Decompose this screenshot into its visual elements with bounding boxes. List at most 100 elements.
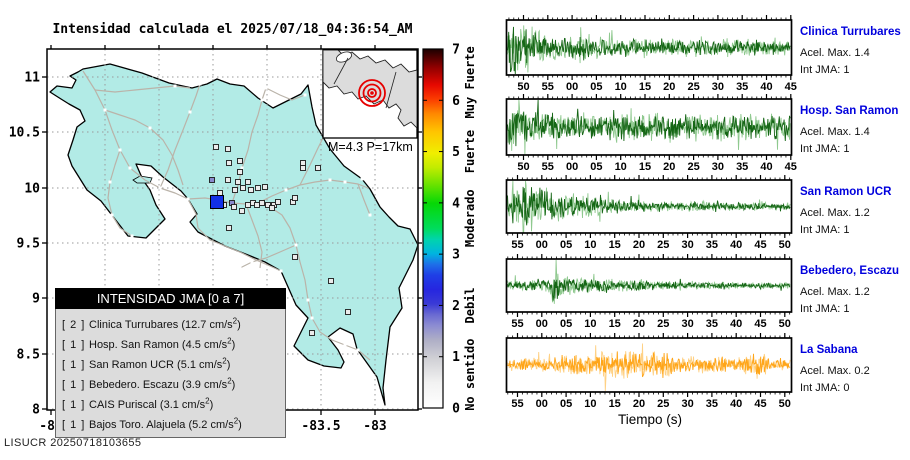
legend-item-station: Hosp. San Ramon (4.5 cm/s2) [89, 336, 236, 351]
seismogram-frame [505, 337, 793, 393]
station-int-jma: Int JMA: 1 [800, 303, 850, 315]
seismogram-trace [507, 99, 791, 155]
station-intensity-marker [292, 254, 298, 260]
seismogram-panel: 55 00 05 10 15 20 25 30 35 40 45 50 Bebedero, Escazu… [505, 254, 899, 330]
town-marker [118, 148, 122, 152]
time-tick-label: 35 [706, 318, 718, 330]
legend-item-intensity: [ 1 ] [62, 338, 86, 351]
x-tick-label: -83.5 [301, 419, 340, 434]
seismogram-frame [505, 19, 793, 76]
station-intensity-marker [275, 199, 281, 205]
colorbar-category-label: Debil [463, 287, 477, 323]
station-intensity-marker [226, 225, 232, 231]
time-tick-label: 35 [706, 239, 718, 251]
inset-content [323, 50, 417, 129]
legend-item-sup: 2 [232, 316, 238, 325]
time-tick-label: 15 [609, 239, 621, 251]
time-tick-label: 50 [779, 318, 791, 330]
road [245, 203, 263, 269]
lake-nicaragua [335, 51, 353, 63]
road [107, 149, 133, 237]
station-intensity-marker [231, 204, 237, 210]
time-tick-label: 20 [633, 318, 645, 330]
road [357, 183, 371, 216]
legend-item-intensity: [ 1 ] [62, 419, 86, 432]
station-acel-max: Acel. Max. 1.4 [800, 47, 870, 59]
town-marker [328, 178, 332, 182]
legend-item-close: ) [231, 379, 236, 392]
legend-item-sup: 2 [233, 416, 239, 426]
time-tick-label: 55 [542, 81, 554, 93]
legend-item-station: CAIS Puriscal (3.1 cm/s2) [89, 396, 214, 412]
time-tick-label: 05 [560, 239, 572, 251]
town-marker [198, 82, 202, 86]
inset-map [322, 49, 418, 139]
time-tick-label: 40 [730, 318, 742, 330]
panama-border [385, 71, 397, 109]
station-intensity-marker [240, 185, 246, 191]
seismogram-panel: 55 00 05 10 15 20 25 30 35 40 45 50 La Sabana Acel. M… [505, 333, 870, 410]
epicenter-ring [362, 83, 382, 103]
epicenter-dot [370, 91, 374, 95]
time-tick-label: 50 [517, 161, 529, 173]
town-marker [279, 269, 283, 273]
time-tick-label: 30 [712, 161, 724, 173]
time-axis-label: Tiempo (s) [617, 412, 682, 427]
station-name: Clinica Turrubares [800, 26, 901, 38]
time-tick-label: 15 [639, 81, 651, 93]
colorbar-tick-label: 4 [452, 196, 460, 211]
time-tick-label: 10 [584, 318, 596, 330]
town-marker [108, 180, 112, 184]
town-marker [343, 180, 347, 184]
seismogram-trace [507, 259, 791, 304]
station-int-jma: Int JMA: 0 [800, 382, 850, 394]
y-tick-label: 10 [24, 182, 40, 197]
time-tick-label: 40 [760, 161, 772, 173]
station-intensity-marker [248, 187, 254, 193]
time-tick-label: 45 [754, 239, 766, 251]
legend-item-intensity: [ 1 ] [62, 358, 86, 371]
station-intensity-marker [232, 187, 238, 193]
time-tick-label: 30 [681, 239, 693, 251]
time-tick-label: 25 [687, 161, 699, 173]
station-name: Hosp. San Ramon [800, 105, 898, 117]
seismogram-panel: 50 55 00 05 10 15 20 25 30 35 40 45 Clinica Turrubar… [505, 15, 901, 93]
seismogram-trace [507, 278, 791, 301]
station-acel-max: Acel. Max. 0.2 [800, 365, 870, 377]
legend-item-intensity: [ 2 ] [62, 318, 86, 331]
town-marker [158, 186, 162, 190]
time-tick-label: 55 [511, 239, 523, 251]
time-tick-label: 55 [542, 161, 554, 173]
legend-item-close: ) [237, 318, 241, 331]
seismogram-trace [507, 26, 791, 75]
time-tick-label: 25 [657, 239, 669, 251]
time-tick-label: 20 [663, 81, 675, 93]
town-marker [306, 298, 310, 302]
time-tick-label: 00 [536, 239, 548, 251]
y-tick-label: 9.5 [17, 237, 40, 252]
legend-item-intensity: [ 1 ] [62, 379, 86, 392]
colorbar-tick-label: 7 [452, 43, 460, 58]
legend-item-station: Bajos Toro. Alajuela (5.2 cm/s2) [89, 416, 242, 432]
colorbar-category-label: Fuerte [463, 130, 477, 173]
station-int-jma: Int JMA: 1 [800, 224, 850, 236]
station-intensity-marker [315, 165, 321, 171]
colorbar-bar [422, 48, 444, 409]
time-tick-label: 15 [609, 398, 621, 410]
time-tick-label: 05 [590, 81, 602, 93]
station-acel-max: Acel. Max. 1.2 [800, 286, 870, 298]
legend-item-sup: 2 [227, 376, 232, 386]
page-title: Intensidad calculada el 2025/07/18_04:36… [52, 22, 413, 37]
town-marker [303, 93, 307, 97]
legend-body: [ 2 ] Clinica Turrubares (12.7 cm/s2)[ 1 … [55, 309, 286, 438]
town-marker [260, 98, 264, 102]
time-tick-label: 10 [584, 398, 596, 410]
footer-id: LISUCR 20250718103655 [4, 437, 142, 449]
station-intensity-marker [245, 202, 251, 208]
time-tick-label: 55 [511, 398, 523, 410]
time-tick-label: 50 [779, 398, 791, 410]
legend-item-intensity: [ 1 ] [62, 399, 86, 412]
colorbar-tick-label: 1 [452, 350, 460, 365]
road [82, 70, 189, 200]
time-tick-label: 20 [633, 239, 645, 251]
